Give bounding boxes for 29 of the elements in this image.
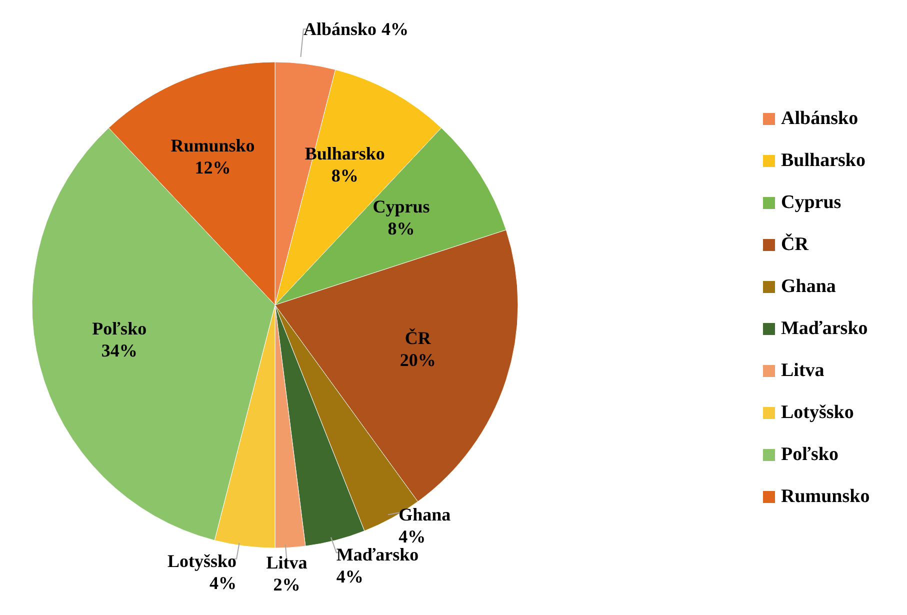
legend-label: Ghana	[780, 275, 837, 299]
data-label: 20%	[400, 350, 436, 370]
legend-label: Poľsko	[780, 443, 840, 467]
data-label: 4%	[398, 526, 426, 547]
data-label: 34%	[101, 340, 138, 361]
slice-label: Poľsko	[92, 318, 147, 339]
data-label: 8%	[388, 218, 415, 239]
slice-label: Ghana	[398, 504, 451, 525]
legend-label: ČR	[780, 232, 810, 257]
legend-label: Rumunsko	[780, 485, 871, 509]
slice-label: Lotyšsko	[168, 550, 237, 571]
slice-label: Cyprus	[372, 196, 430, 217]
legend-label: Lotyšsko	[780, 401, 855, 425]
slice-label: Maďarsko	[336, 544, 419, 565]
legend-label: Cyprus	[780, 191, 842, 215]
data-label: 4%	[336, 566, 364, 587]
data-label: 8%	[331, 166, 358, 186]
slice-label: Rumunsko	[170, 135, 255, 156]
data-label: 2%	[273, 574, 300, 594]
legend-label: Albánsko	[780, 107, 860, 131]
legend-label: Litva	[780, 359, 826, 383]
slice-label: Litva	[266, 552, 308, 572]
legend-label: Bulharsko	[780, 149, 866, 173]
slice-label: Albánsko	[303, 19, 377, 40]
slice-label: ČR	[404, 328, 432, 348]
data-label: 12%	[194, 157, 231, 178]
legend-label: Maďarsko	[780, 317, 869, 341]
data-label: 4%	[210, 572, 237, 593]
data-label: 4%	[382, 19, 409, 40]
